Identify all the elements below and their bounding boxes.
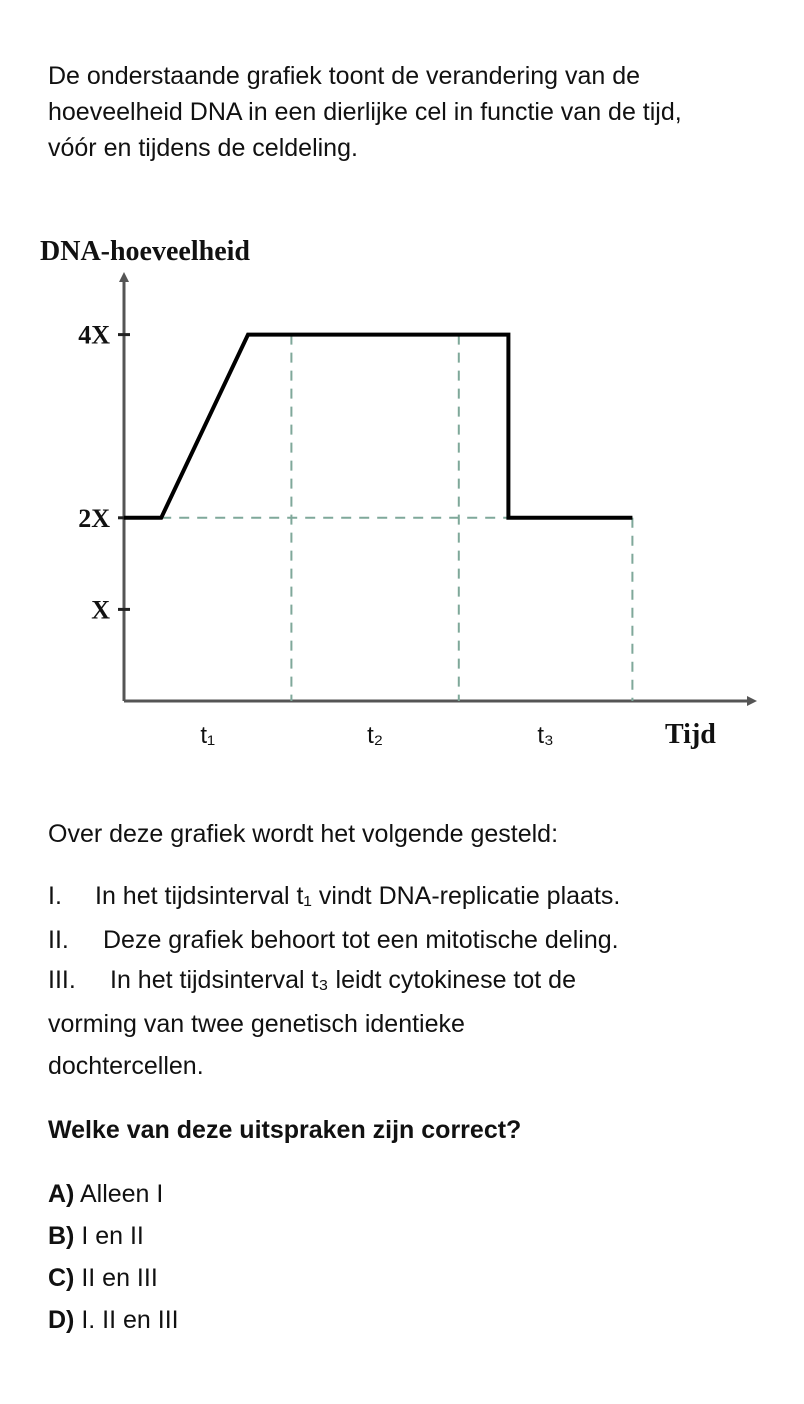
intro-line-3: vóór en tijdens de celdeling. [48, 134, 358, 162]
statement-3-continued: vorming van twee genetisch identieke [48, 1010, 465, 1038]
option-letter: A) [48, 1180, 75, 1208]
intro-text: De onderstaande grafiek toont de verande… [48, 58, 778, 166]
intro-line-2: hoeveelheid DNA in een dierlijke cel in … [48, 98, 682, 126]
statement-2: II. Deze grafiek behoort tot een mitotisc… [48, 922, 619, 958]
option-letter: D) [48, 1306, 75, 1334]
option-letter: C) [48, 1264, 75, 1292]
option-text: I en II [81, 1222, 144, 1250]
option-b: B) I en II [48, 1218, 144, 1254]
statement-number: II. [48, 926, 69, 954]
option-text: I. II en III [81, 1306, 179, 1334]
option-text: II en III [81, 1264, 158, 1292]
x-interval-label: t₂ [367, 722, 383, 749]
y-tick-label: 2X [78, 504, 110, 533]
dna-chart: DNA-hoeveelheid Tijd X 2X 4X t₁ t₂ t₃ [40, 236, 757, 750]
y-tick-label: 4X [78, 321, 110, 350]
x-interval-label: t₁ [200, 722, 215, 749]
statement-number: I. [48, 882, 62, 910]
y-tick-label: X [91, 595, 110, 624]
x-axis-label: Tijd [665, 719, 716, 750]
option-d: D) I. II en III [48, 1302, 179, 1338]
statement-1: I. In het tijdsinterval t₁ vindt DNA-repl… [48, 878, 620, 914]
question-prompt: Welke van deze uitspraken zijn correct? [48, 1116, 522, 1144]
statement-text: In het tijdsinterval t₃ leidt cytokinese… [110, 966, 576, 994]
intro-line-1: De onderstaande grafiek toont de verande… [48, 62, 641, 90]
option-letter: B) [48, 1222, 75, 1250]
statement-text: In het tijdsinterval t₁ vindt DNA-replic… [95, 882, 621, 910]
option-text: Alleen I [79, 1180, 164, 1208]
option-c: C) II en III [48, 1260, 158, 1296]
dna-line [124, 332, 633, 520]
x-interval-label: t₃ [537, 722, 553, 749]
question-intro: Over deze grafiek wordt het volgende ges… [48, 820, 559, 848]
statement-number: III. [48, 966, 76, 994]
statement-3-continued-2: dochtercellen. [48, 1052, 204, 1080]
y-axis-label: DNA-hoeveelheid [40, 236, 250, 267]
option-a: A) Alleen I [48, 1176, 163, 1212]
statement-3: III. In het tijdsinterval t₃ leidt cytoki… [48, 962, 576, 998]
statement-text: Deze grafiek behoort tot een mitotische … [103, 926, 619, 954]
